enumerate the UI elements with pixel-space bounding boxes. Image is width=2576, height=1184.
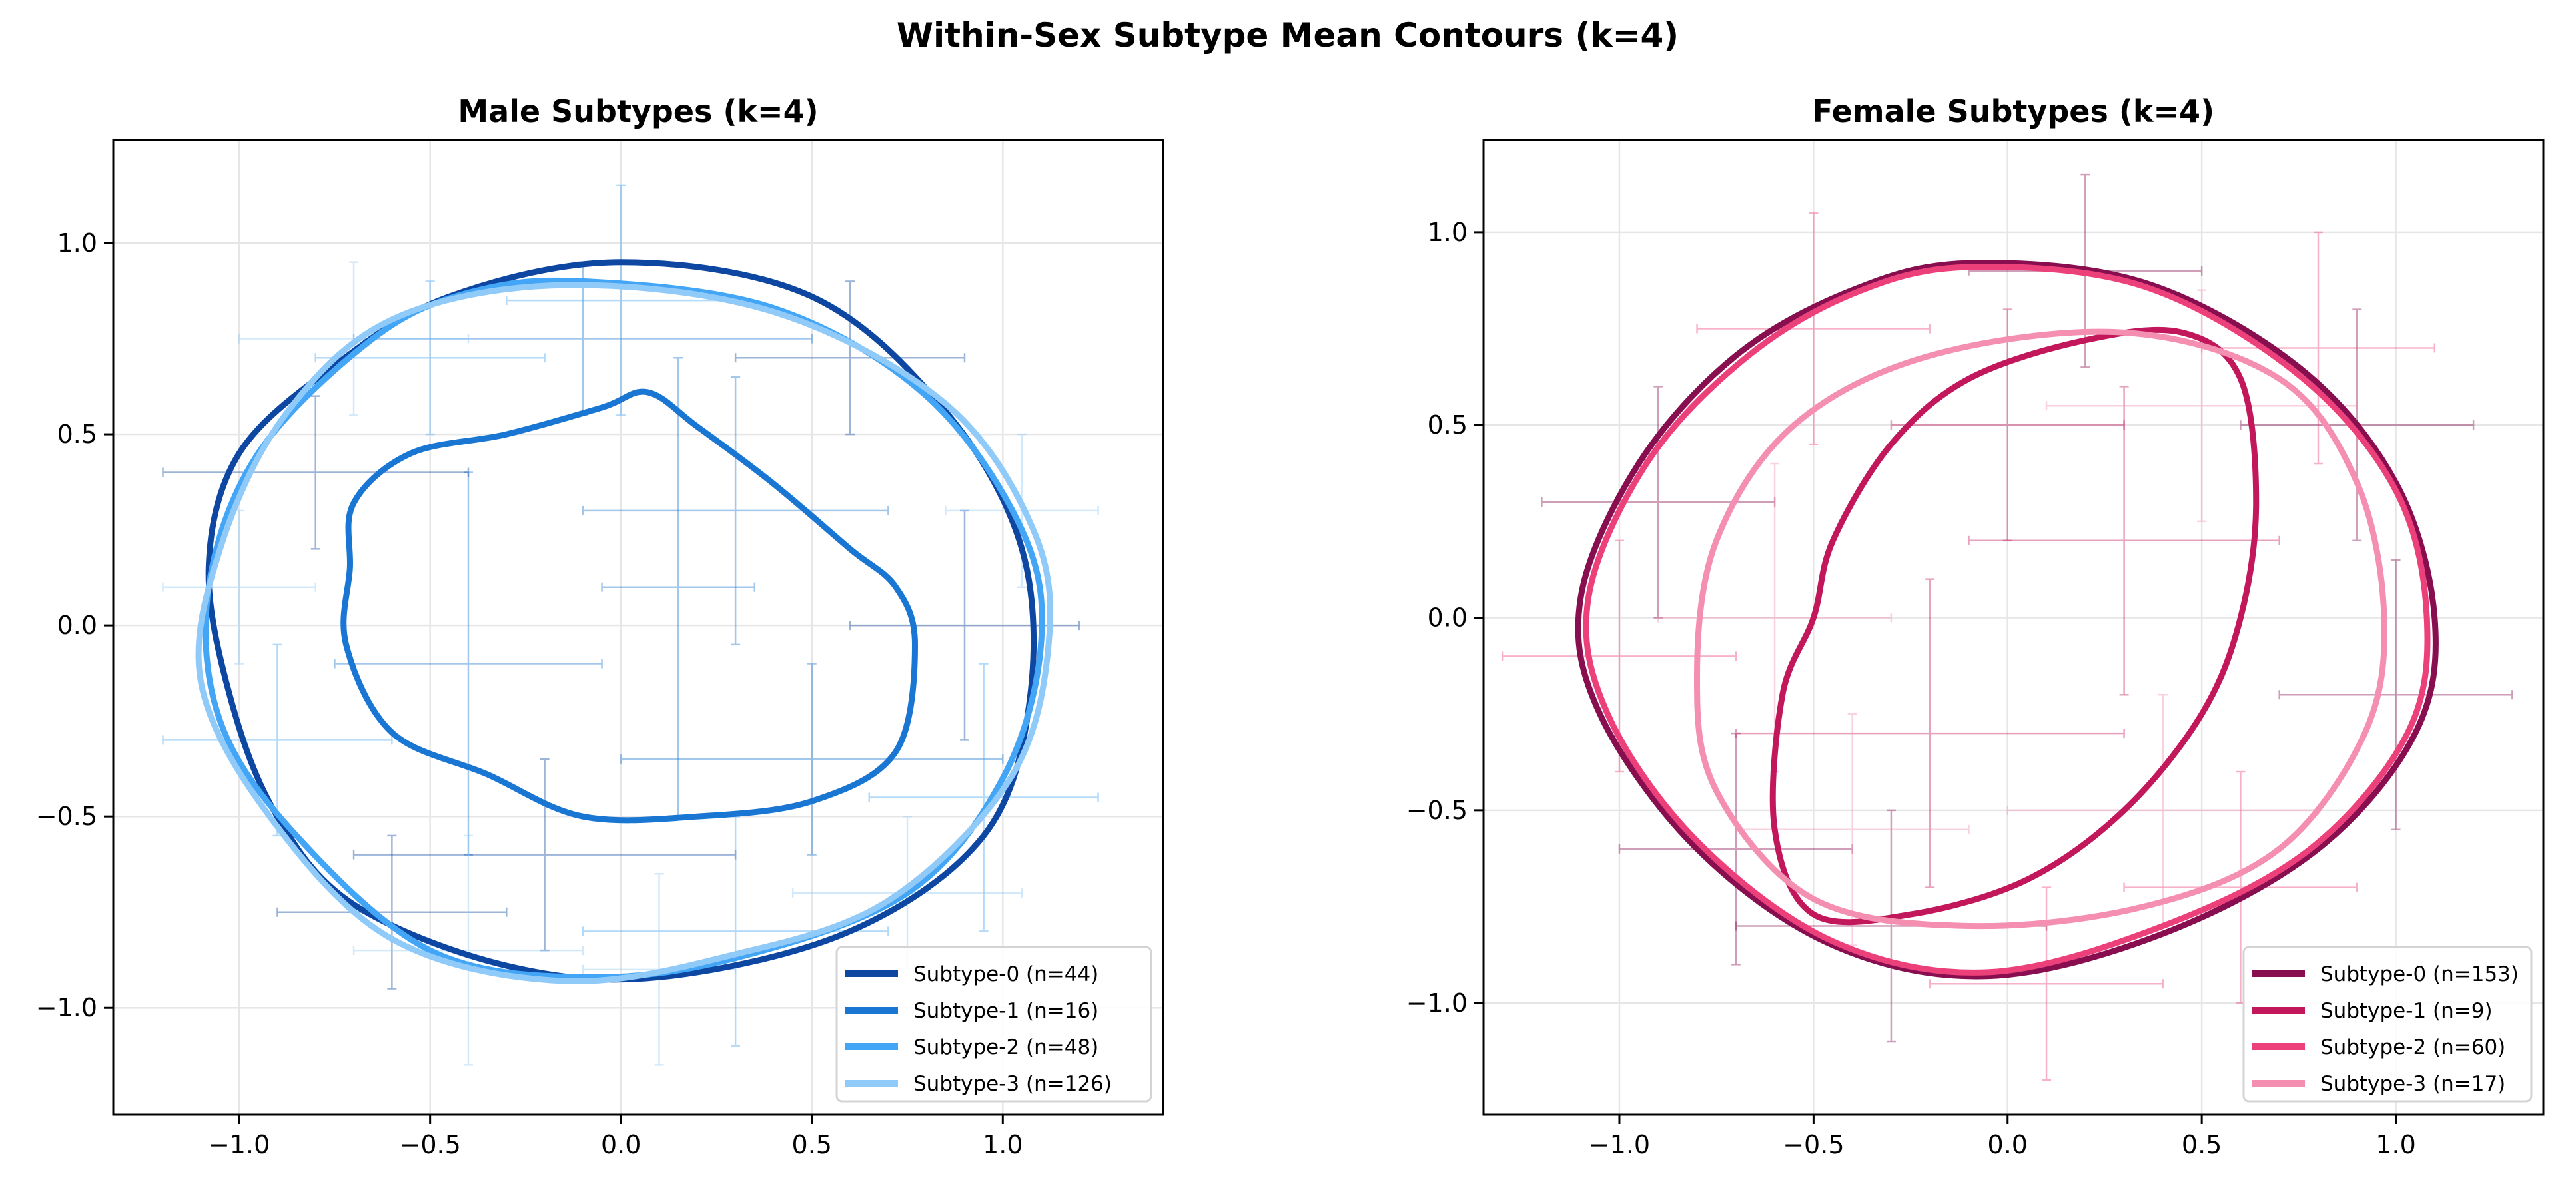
contour-subtype-0: [1575, 260, 2439, 980]
error-bar: [2006, 694, 2320, 927]
error-bar: [1929, 886, 2164, 1081]
axes-frame: [1482, 139, 2545, 1116]
error-bar: [1735, 578, 2125, 888]
x-tick-label: 0.5: [792, 1130, 832, 1159]
error-bar: [352, 758, 737, 952]
y-tick-label: 1.0: [57, 228, 97, 258]
legend-label: Subtype-0 (n=44): [913, 962, 1098, 986]
y-tick-label: 0.5: [1428, 410, 1468, 440]
legend: Subtype-0 (n=44) Subtype-1 (n=16) Subtype-…: [835, 946, 1152, 1103]
error-bar: [1696, 212, 1931, 445]
error-bar: [582, 376, 889, 646]
axes-frame: [112, 139, 1164, 1116]
error-bar: [1618, 732, 1853, 966]
error-bar: [2278, 559, 2513, 831]
x-tick-label: −1.0: [1589, 1130, 1650, 1159]
y-tick-label: 0.5: [57, 420, 97, 449]
female-subtypes-panel: Female Subtypes (k=4) −1.0 −0.5 0.0 0.5 1.0 −…: [1406, 93, 2545, 1159]
error-bar: [334, 471, 603, 856]
error-bar: [162, 643, 393, 837]
legend-label: Subtype-3 (n=126): [913, 1072, 1112, 1096]
y-tick-label: 1.0: [1428, 218, 1468, 247]
y-tick-label: −0.5: [36, 802, 97, 831]
error-bar: [506, 184, 737, 416]
legend-box: [2242, 946, 2533, 1103]
contour-subtype-1: [340, 388, 918, 824]
male-subtypes-panel: Male Subtypes (k=4) −1.0 −0.5 0.0 0.5 1.0 −1.…: [36, 93, 1164, 1159]
error-bar: [1657, 462, 1893, 773]
figure-suptitle: Within-Sex Subtype Mean Contours (k=4): [897, 16, 1679, 55]
legend-box: [835, 946, 1152, 1103]
legend-label: Subtype-2 (n=48): [913, 1036, 1098, 1059]
error-bar: [2123, 770, 2358, 1004]
error-bar: [352, 834, 584, 1066]
contour-subtype-2: [1583, 264, 2431, 976]
plot-area: [113, 140, 1163, 1115]
x-tick-label: 1.0: [983, 1130, 1023, 1159]
legend-label: Subtype-3 (n=17): [2320, 1072, 2505, 1096]
contour-subtype-1: [1769, 326, 2260, 926]
error-bar: [162, 395, 470, 550]
contour-subtype-3: [195, 282, 1054, 984]
error-bar: [2200, 231, 2436, 465]
y-tick-label: −1.0: [36, 993, 97, 1022]
y-tick-label: −1.0: [1406, 988, 1468, 1018]
legend-label: Subtype-2 (n=60): [2320, 1036, 2505, 1059]
contour-subtype-3: [1694, 328, 2387, 930]
x-tick-label: −0.5: [1783, 1130, 1844, 1159]
error-bar: [162, 509, 316, 665]
error-bar: [620, 663, 1004, 856]
error-bar: [2045, 289, 2358, 523]
x-tick-label: 0.5: [2182, 1130, 2222, 1159]
y-tick-label: −0.5: [1406, 796, 1468, 825]
y-tick-label: 0.0: [1428, 603, 1468, 633]
x-tick-label: 1.0: [2375, 1130, 2415, 1159]
legend-label: Subtype-1 (n=16): [913, 999, 1098, 1023]
legend-label: Subtype-0 (n=153): [2320, 962, 2519, 986]
error-bar: [238, 261, 470, 416]
error-bar: [1890, 308, 2125, 542]
legend-label: Subtype-1 (n=9): [2320, 999, 2493, 1023]
error-bar: [601, 356, 756, 818]
error-bar: [1968, 386, 2280, 696]
error-bar: [276, 834, 508, 990]
error-bar: [1541, 386, 1776, 619]
x-tick-label: 0.0: [601, 1130, 641, 1159]
panel-title: Female Subtypes (k=4): [1812, 93, 2214, 129]
error-bar: [868, 663, 1099, 932]
x-tick-label: −0.5: [400, 1130, 461, 1159]
y-tick-label: 0.0: [57, 611, 97, 640]
legend: Subtype-0 (n=153) Subtype-1 (n=9) Subtype-…: [2242, 946, 2533, 1103]
panel-title: Male Subtypes (k=4): [458, 93, 818, 129]
x-tick-label: −1.0: [209, 1130, 270, 1159]
error-bar: [734, 280, 966, 436]
x-tick-label: 0.0: [1988, 1130, 2028, 1159]
